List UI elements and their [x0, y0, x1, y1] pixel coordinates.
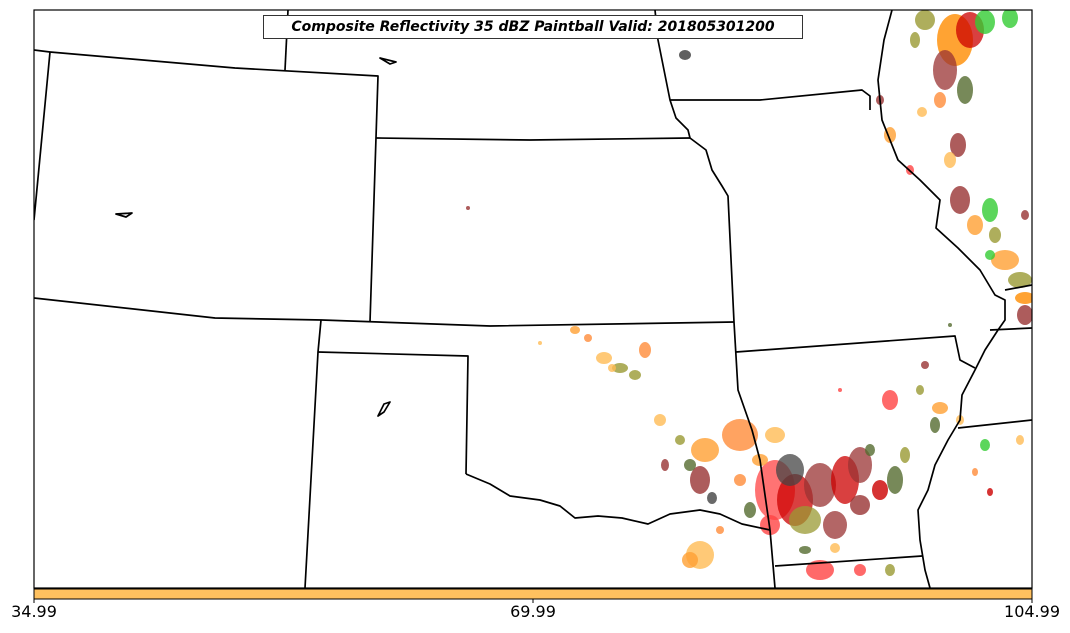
- colorbar-tick-label-mid: 69.99: [510, 602, 556, 621]
- state-boundaries: [34, 10, 1032, 588]
- map-frame: [33, 9, 1033, 589]
- colorbar-tick-label-min: 34.99: [11, 602, 57, 621]
- reflectivity-blobs: [466, 10, 1032, 580]
- colorbar-tick-label-max: 104.99: [1004, 602, 1060, 621]
- chart-title: Composite Reflectivity 35 dBZ Paintball …: [263, 15, 803, 39]
- colorbar: [33, 588, 1033, 600]
